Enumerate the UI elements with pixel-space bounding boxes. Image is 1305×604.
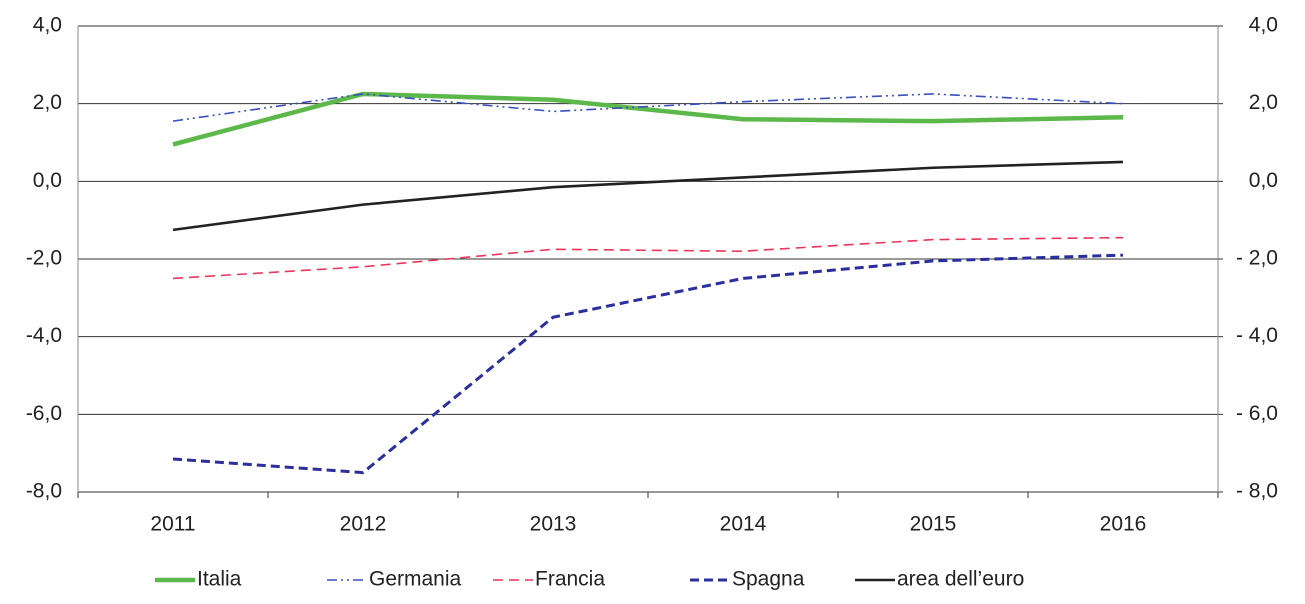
y2-tick-label: - 8,0	[1236, 480, 1278, 503]
y-tick-label: 0,0	[33, 169, 62, 192]
x-tick-label: 2015	[910, 513, 957, 536]
y2-tick-label: 2,0	[1249, 91, 1278, 114]
x-tick-label: 2013	[530, 513, 577, 536]
legend-label: area dell’euro	[897, 568, 1024, 591]
legend-label: Francia	[535, 568, 605, 591]
y2-tick-label: - 6,0	[1236, 402, 1278, 425]
y-tick-label: 4,0	[33, 14, 62, 37]
series-line	[172, 91, 1124, 147]
x-tick-label: 2016	[1100, 513, 1147, 536]
x-tick-label: 2014	[720, 513, 767, 536]
series-line	[172, 236, 1124, 280]
legend-label: Germania	[369, 568, 462, 591]
x-tick-label: 2011	[150, 513, 195, 536]
y2-tick-label: - 2,0	[1236, 247, 1278, 270]
y-tick-label: -2,0	[26, 247, 62, 270]
legend-label: Italia	[197, 568, 242, 591]
series-line	[172, 93, 1124, 122]
y-tick-label: -8,0	[26, 480, 62, 503]
legend-label: Spagna	[732, 568, 805, 591]
series-line	[172, 160, 1124, 232]
y2-tick-label: 0,0	[1249, 169, 1278, 192]
y-tick-label: -6,0	[26, 402, 62, 425]
y-tick-label: 2,0	[33, 91, 62, 114]
x-tick-label: 2012	[340, 513, 387, 536]
y2-tick-label: 4,0	[1249, 14, 1278, 37]
series-line	[172, 253, 1124, 475]
y2-tick-label: - 4,0	[1236, 324, 1278, 347]
y-tick-label: -4,0	[26, 324, 62, 347]
